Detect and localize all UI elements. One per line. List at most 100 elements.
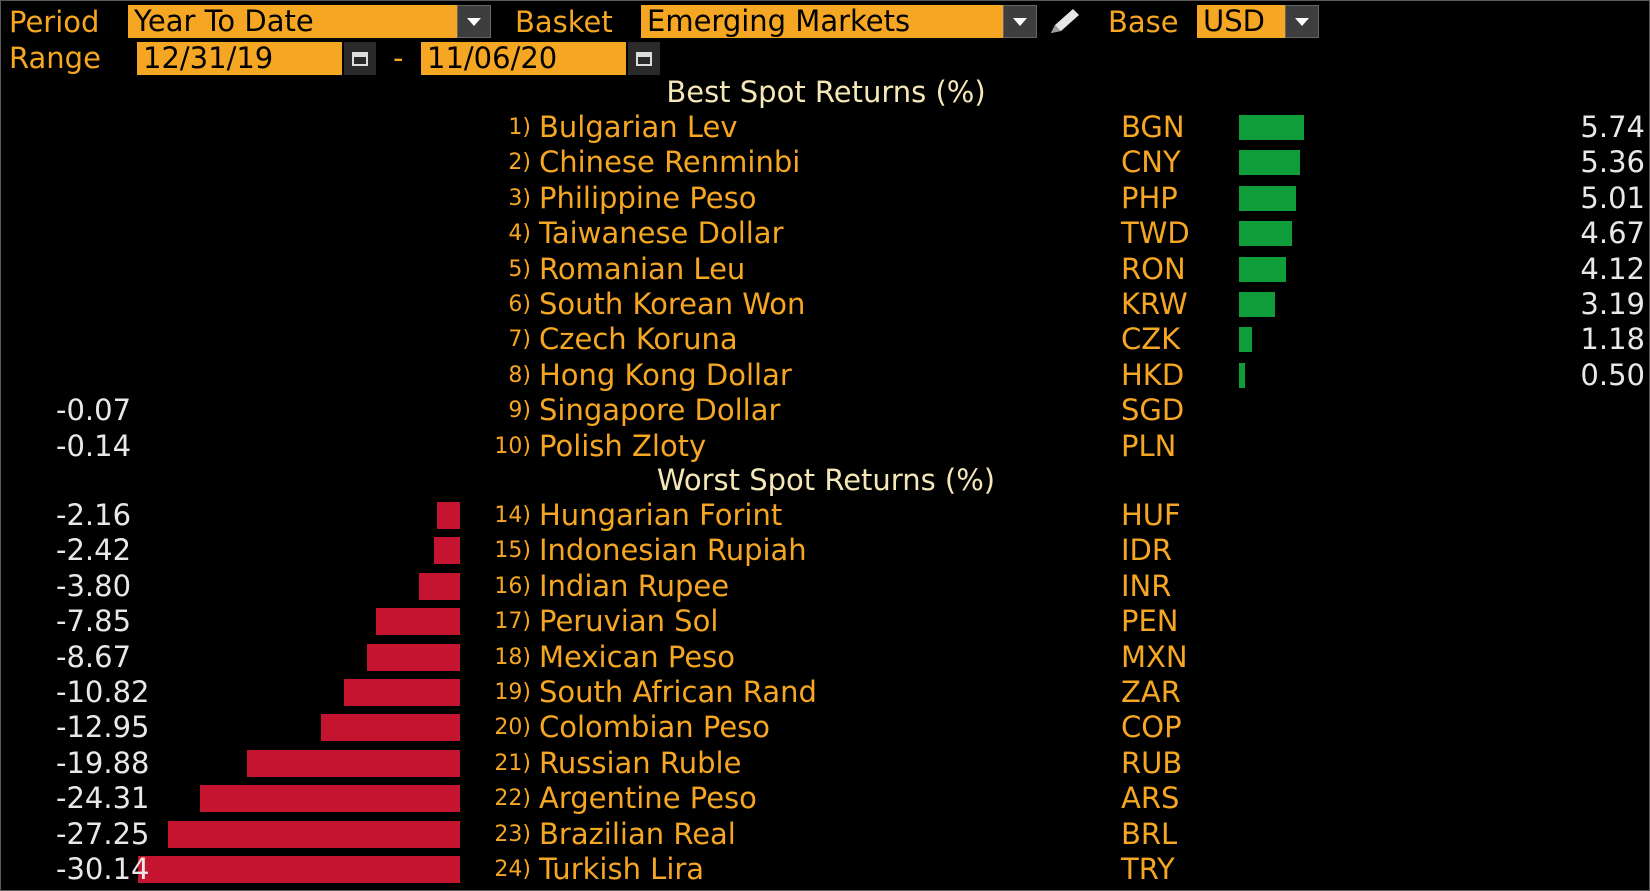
base-label: Base (1108, 5, 1179, 39)
worst-returns-title: Worst Spot Returns (%) (656, 463, 996, 497)
currency-code: KRW (1121, 287, 1188, 321)
negative-return-bar (419, 572, 460, 600)
currency-name: Mexican Peso (539, 639, 736, 674)
rank-label: 15) (494, 538, 531, 564)
currency-name: South African Rand (539, 675, 817, 709)
currency-name: Bulgarian Lev (539, 110, 738, 144)
rank-label: 21) (494, 750, 531, 776)
return-value: -10.82 (56, 675, 150, 709)
negative-return-bar (168, 820, 460, 848)
currency-code: HUF (1121, 498, 1181, 532)
currency-code: BRL (1121, 816, 1178, 851)
return-value: -30.14 (56, 852, 150, 886)
negative-return-bar (344, 679, 460, 706)
return-value: -2.42 (56, 533, 132, 568)
positive-return-bar (1239, 292, 1276, 317)
currency-code: RON (1121, 251, 1186, 286)
pencil-icon[interactable] (1047, 7, 1083, 37)
table-row[interactable]: 8) Hong Kong Dollar HKD 0.50 (1, 358, 1650, 393)
period-label: Period (9, 5, 100, 39)
table-row[interactable]: 2) Chinese Renminbi CNY 5.36 (1, 145, 1650, 180)
positive-return-bar (1239, 327, 1253, 353)
table-row[interactable]: 4) Taiwanese Dollar TWD 4.67 (1, 216, 1650, 251)
currency-code: TWD (1121, 216, 1190, 251)
currency-name: South Korean Won (539, 287, 806, 321)
table-row[interactable]: 22) Argentine Peso ARS -24.31 (1, 781, 1650, 816)
table-row[interactable]: 23) Brazilian Real BRL -27.25 (1, 817, 1650, 852)
currency-name: Argentine Peso (539, 781, 757, 816)
table-row[interactable]: 14) Hungarian Forint HUF -2.16 (1, 498, 1650, 533)
return-value: -24.31 (56, 781, 150, 816)
table-row[interactable]: 16) Indian Rupee INR -3.80 (1, 569, 1650, 604)
currency-name: Peruvian Sol (539, 604, 719, 639)
table-row[interactable]: 19) South African Rand ZAR -10.82 (1, 675, 1650, 710)
range-end-input[interactable]: 11/06/20 (421, 42, 626, 75)
negative-return-bar (321, 714, 460, 742)
table-row[interactable]: 6) South Korean Won KRW 3.19 (1, 287, 1650, 322)
table-row[interactable]: 20) Colombian Peso COP -12.95 (1, 710, 1650, 745)
return-value: -0.14 (56, 428, 132, 463)
calendar-icon (636, 51, 652, 66)
currency-name: Indonesian Rupiah (539, 533, 807, 568)
currency-code: PLN (1121, 428, 1177, 463)
rank-label: 14) (494, 503, 531, 528)
return-value: 4.12 (1580, 251, 1645, 286)
table-row[interactable]: 15) Indonesian Rupiah IDR -2.42 (1, 533, 1650, 568)
return-value: -19.88 (56, 745, 150, 780)
rank-label: 7) (508, 327, 531, 353)
negative-return-bar (436, 502, 460, 529)
currency-name: Czech Koruna (539, 322, 738, 357)
rank-label: 2) (508, 150, 531, 176)
chevron-down-icon (467, 17, 481, 26)
period-dropdown-button[interactable] (457, 5, 491, 38)
table-row[interactable]: 18) Mexican Peso MXN -8.67 (1, 640, 1650, 675)
rank-label: 23) (494, 821, 531, 847)
currency-name: Brazilian Real (539, 816, 736, 851)
table-row[interactable]: 21) Russian Ruble RUB -19.88 (1, 746, 1650, 781)
base-dropdown-button[interactable] (1285, 5, 1319, 38)
return-value: -7.85 (56, 604, 132, 639)
currency-code: IDR (1121, 533, 1173, 568)
basket-select[interactable]: Emerging Markets (641, 5, 1009, 38)
basket-label: Basket (515, 5, 613, 39)
table-row[interactable]: 3) Philippine Peso PHP 5.01 (1, 181, 1650, 216)
negative-return-bar (199, 785, 460, 813)
currency-name: Indian Rupee (539, 568, 730, 603)
table-row[interactable]: 24) Turkish Lira TRY -30.14 (1, 852, 1650, 887)
rank-label: 20) (494, 715, 531, 741)
currency-code: CNY (1121, 145, 1181, 180)
table-row[interactable]: 17) Peruvian Sol PEN -7.85 (1, 604, 1650, 639)
chevron-down-icon (1295, 17, 1309, 26)
currency-name: Philippine Peso (539, 180, 757, 215)
negative-return-bar (434, 537, 460, 565)
rank-label: 5) (508, 256, 531, 282)
currency-code: TRY (1121, 852, 1175, 886)
base-currency-select[interactable]: USD (1197, 5, 1289, 38)
table-row[interactable]: 9) Singapore Dollar SGD -0.07 (1, 393, 1650, 428)
range-label: Range (9, 41, 101, 75)
currency-code: ARS (1121, 781, 1180, 816)
currency-code: INR (1121, 568, 1172, 603)
return-value: 5.36 (1580, 145, 1645, 180)
positive-return-bar (1239, 362, 1245, 388)
rank-label: 24) (494, 857, 531, 882)
range-start-calendar-button[interactable] (344, 42, 376, 75)
table-row[interactable]: 1) Bulgarian Lev BGN 5.74 (1, 110, 1650, 145)
basket-dropdown-button[interactable] (1003, 5, 1037, 38)
currency-code: HKD (1121, 357, 1185, 392)
rank-label: 10) (494, 433, 531, 459)
rank-label: 17) (494, 609, 531, 635)
return-value: 4.67 (1580, 216, 1645, 251)
period-select[interactable]: Year To Date (128, 5, 464, 38)
positive-return-bar (1239, 256, 1286, 282)
rank-label: 22) (494, 786, 531, 812)
rank-label: 3) (508, 185, 531, 211)
positive-return-bar (1239, 150, 1301, 176)
table-row[interactable]: 5) Romanian Leu RON 4.12 (1, 252, 1650, 287)
positive-return-bar (1239, 185, 1297, 211)
currency-code: SGD (1121, 393, 1185, 428)
range-start-input[interactable]: 12/31/19 (137, 42, 342, 75)
table-row[interactable]: 7) Czech Koruna CZK 1.18 (1, 322, 1650, 357)
range-end-calendar-button[interactable] (628, 42, 660, 75)
table-row[interactable]: 10) Polish Zloty PLN -0.14 (1, 429, 1650, 464)
